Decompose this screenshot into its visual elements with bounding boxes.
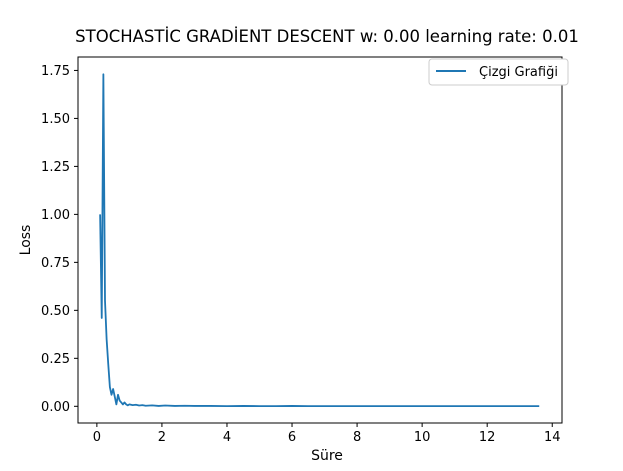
x-tick-label: 8: [353, 430, 361, 445]
legend-label: Çizgi Grafiği: [479, 65, 558, 80]
x-tick-label: 4: [223, 430, 231, 445]
series-line: [99, 73, 540, 408]
legend-box: [428, 58, 569, 86]
x-tick-label: 10: [414, 430, 431, 445]
x-tick-label: 12: [479, 430, 496, 445]
plot-frame: [77, 56, 563, 424]
y-tick-label: 1.25: [41, 160, 70, 175]
x-tick-label: 14: [544, 430, 561, 445]
y-tick-label: 0.00: [41, 400, 70, 415]
y-tick-label: 0.50: [41, 304, 70, 319]
x-axis-label: Süre: [311, 448, 343, 464]
y-tick-label: 0.75: [41, 256, 70, 271]
y-axis: 0.00 0.25 0.50 0.75 1.00 1.25 1.50 1.75: [41, 64, 78, 415]
x-tick-label: 0: [93, 430, 101, 445]
plot-area: [99, 73, 540, 408]
x-tick-label: 6: [288, 430, 296, 445]
y-tick-label: 0.25: [41, 352, 70, 367]
legend: Çizgi Grafiği: [428, 58, 569, 86]
y-tick-label: 1.50: [41, 112, 70, 127]
y-tick-label: 1.00: [41, 208, 70, 223]
y-axis-label: Loss: [18, 225, 34, 256]
x-axis: 0 2 4 6 8 10 12 14: [93, 423, 561, 445]
y-tick-label: 1.75: [41, 64, 70, 79]
chart-title: STOCHASTİC GRADİENT DESCENT w: 0.00 lear…: [75, 27, 579, 46]
x-tick-label: 2: [158, 430, 166, 445]
